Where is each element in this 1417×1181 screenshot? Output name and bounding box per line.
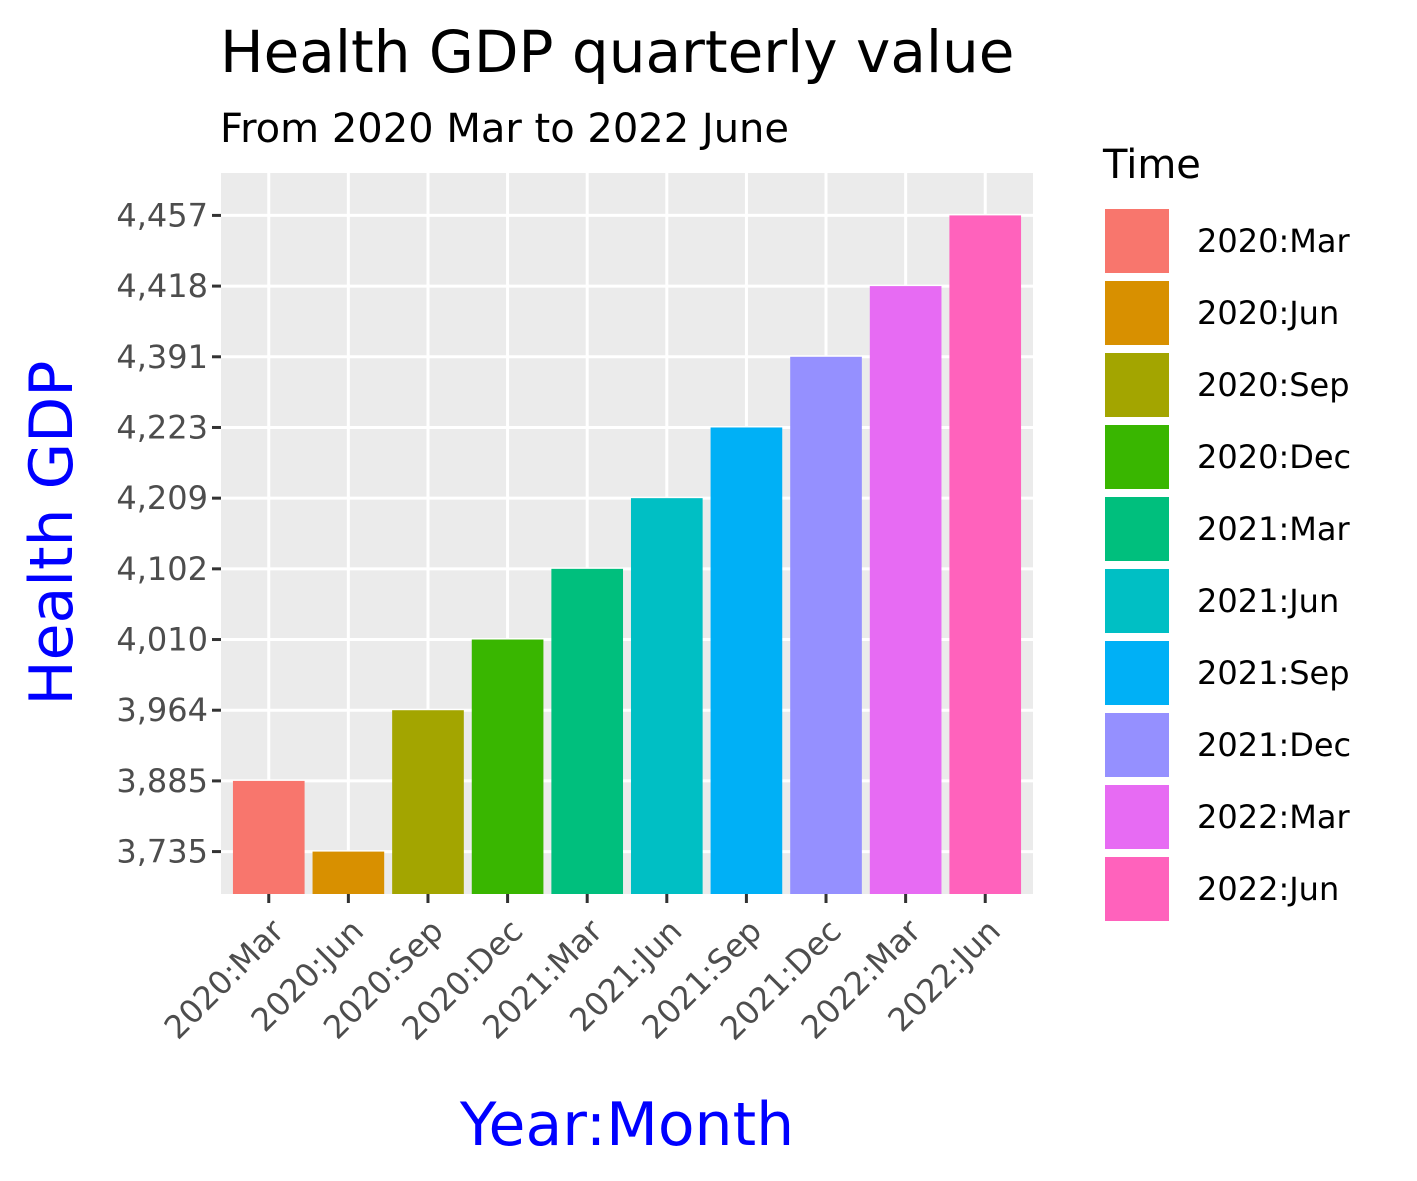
legend-label: 2020:Jun	[1197, 294, 1339, 332]
legend-key	[1103, 279, 1171, 347]
legend-title: Time	[1102, 142, 1201, 188]
legend-label: 2020:Mar	[1197, 222, 1350, 260]
x-axis: 2020:Mar2020:Jun2020:Sep2020:Dec2021:Mar…	[157, 894, 1008, 1048]
y-tick-label: 3,964	[116, 691, 208, 729]
legend-key	[1103, 855, 1171, 923]
legend: Time 2020:Mar2020:Jun2020:Sep2020:Dec202…	[1102, 142, 1351, 923]
bar	[392, 710, 464, 894]
legend-key	[1103, 711, 1171, 779]
legend-key	[1103, 423, 1171, 491]
bars	[232, 215, 1022, 895]
legend-label: 2021:Dec	[1197, 726, 1351, 764]
y-tick-label: 4,418	[116, 267, 208, 305]
bar	[630, 498, 703, 894]
legend-key	[1103, 783, 1171, 851]
y-tick-label: 4,223	[116, 408, 208, 446]
legend-label: 2022:Jun	[1197, 870, 1339, 908]
bar	[869, 286, 942, 895]
y-axis: 3,735 3,885 3,964 4,010 4,102 4,209 4,223 4,391…	[116, 196, 221, 871]
legend-label: 2021:Sep	[1197, 654, 1350, 692]
legend-key	[1103, 639, 1171, 707]
legend-label: 2020:Dec	[1197, 438, 1351, 476]
bar	[710, 427, 783, 894]
y-tick-label: 4,391	[116, 338, 208, 376]
chart-title: Health GDP quarterly value	[220, 18, 1014, 86]
y-tick-label: 4,457	[116, 196, 208, 234]
legend-label: 2021:Jun	[1197, 582, 1339, 620]
legend-key	[1103, 567, 1171, 635]
bar	[790, 356, 862, 894]
legend-key	[1103, 351, 1171, 419]
legend-key	[1103, 207, 1171, 275]
legend-items: 2020:Mar 2020:Jun 2020:Sep 2020:Dec 2021:Mar…	[1103, 207, 1351, 923]
legend-label: 2021:Mar	[1197, 510, 1350, 548]
y-tick-label: 3,735	[116, 833, 208, 871]
chart-subtitle: From 2020 Mar to 2022 June	[220, 106, 789, 152]
bar	[471, 639, 544, 894]
bar	[551, 568, 624, 894]
legend-label: 2022:Mar	[1197, 798, 1350, 836]
y-tick-label: 4,010	[116, 621, 208, 659]
legend-key	[1103, 495, 1171, 563]
bar	[312, 851, 385, 894]
bar	[232, 780, 305, 894]
x-axis-title: Year:Month	[459, 1090, 794, 1160]
bar	[949, 215, 1022, 895]
legend-label: 2020:Sep	[1197, 366, 1350, 404]
y-axis-title: Health GDP	[17, 361, 87, 706]
y-tick-label: 4,209	[116, 479, 208, 517]
y-tick-label: 4,102	[116, 550, 208, 588]
y-tick-label: 3,885	[116, 762, 208, 800]
